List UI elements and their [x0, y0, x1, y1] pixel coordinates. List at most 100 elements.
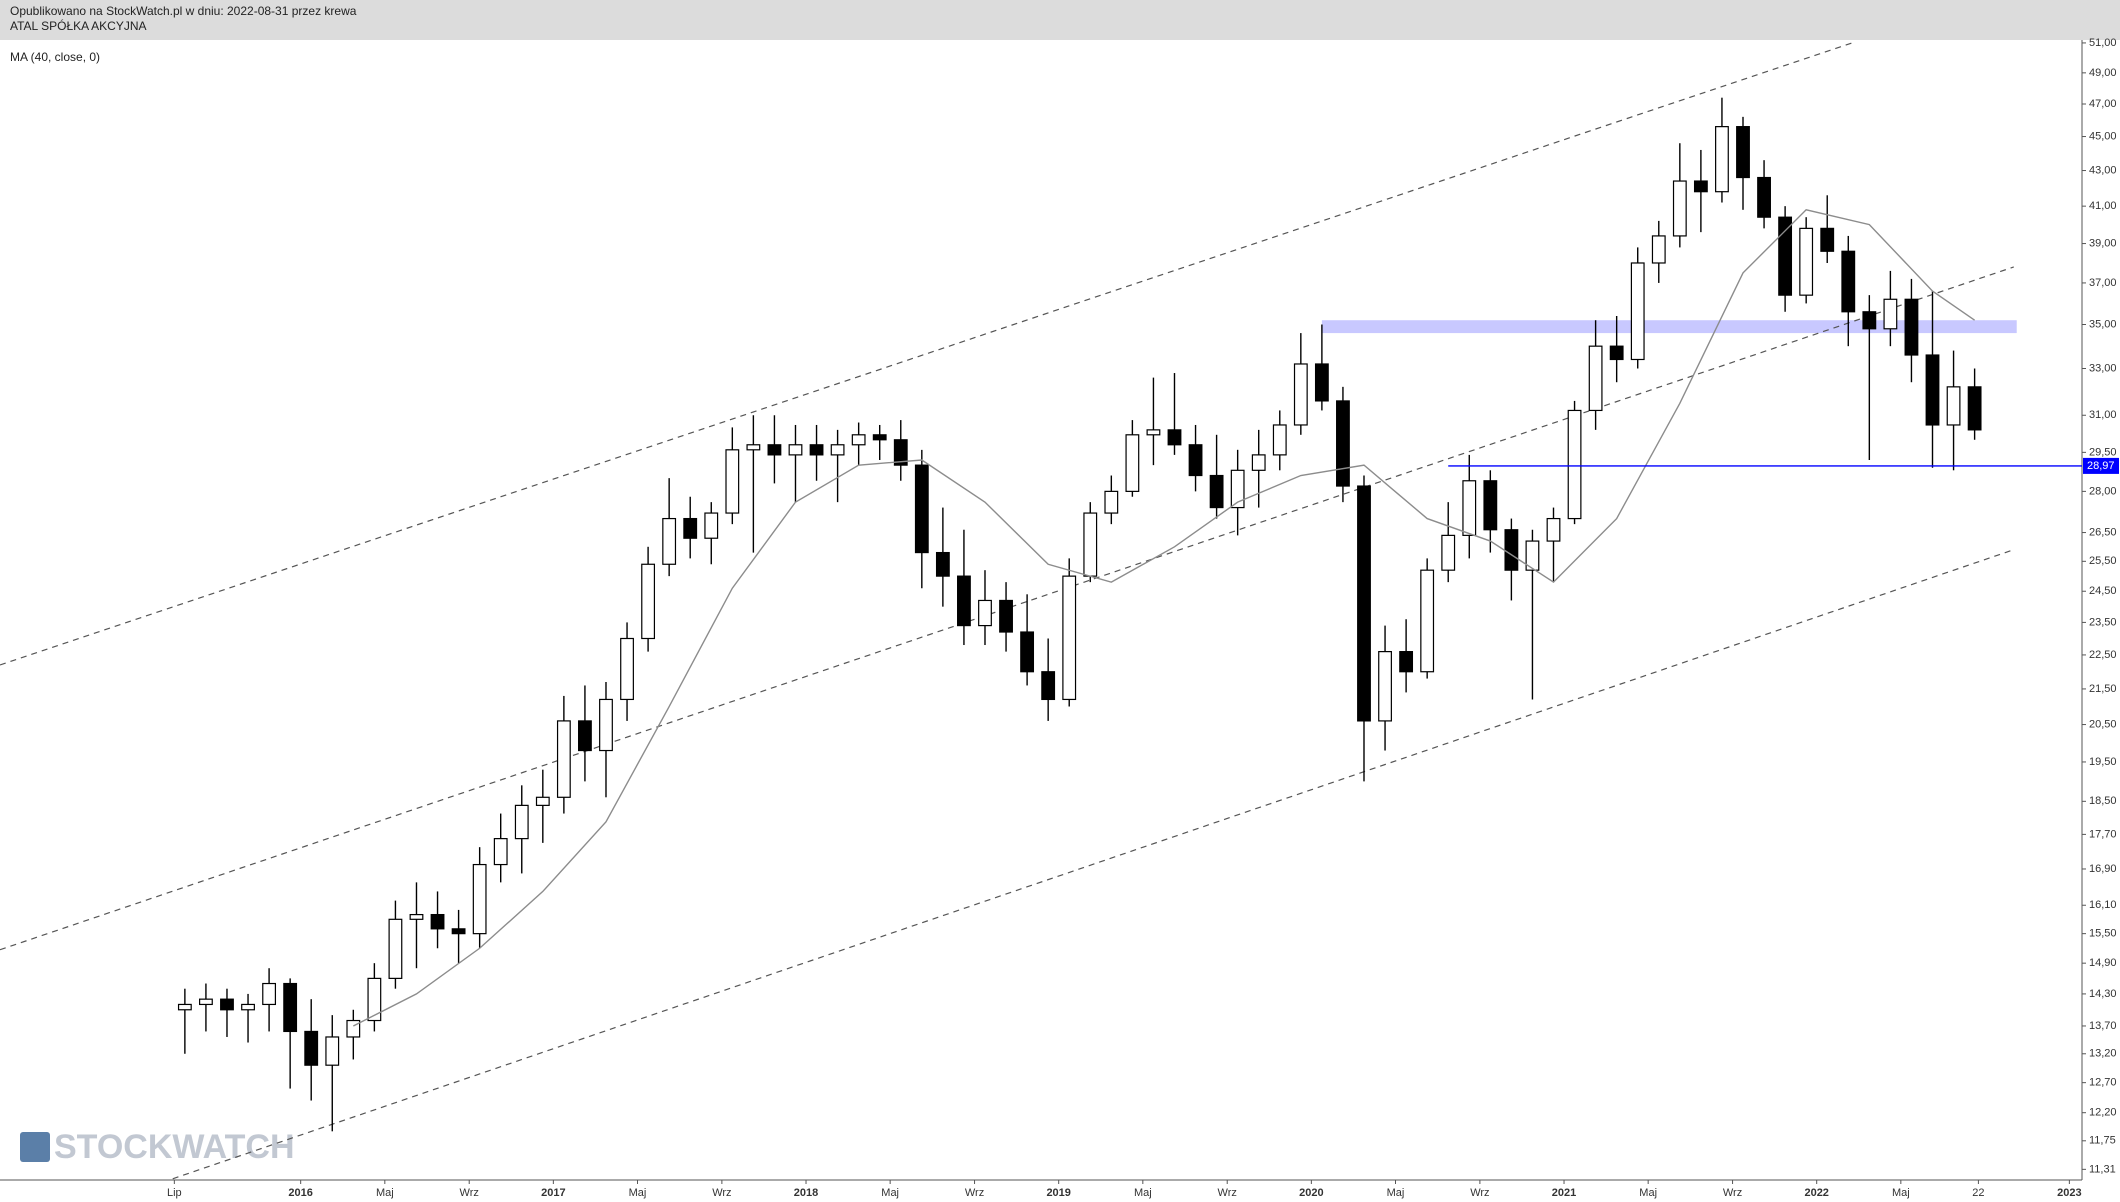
y-tick-label: 22,50 [2089, 649, 2117, 661]
y-tick-label: 11,31 [2089, 1163, 2116, 1175]
candle-body [1441, 534, 1456, 571]
y-tick-label: 16,90 [2089, 863, 2117, 875]
candle-body [599, 698, 613, 752]
x-tick-label: Maj [1639, 1187, 1657, 1199]
header-published: Opublikowano na StockWatch.pl w dniu: 20… [10, 4, 357, 18]
candle-body [1146, 429, 1161, 436]
y-tick-label: 26,50 [2089, 526, 2117, 538]
candle-body [662, 517, 677, 565]
indicator-label: MA (40, close, 0) [10, 50, 100, 64]
candle-body [1715, 126, 1729, 193]
x-tick-label: Wrz [1470, 1187, 1489, 1199]
candle-body [999, 599, 1013, 633]
x-tick-label: 2017 [541, 1187, 565, 1199]
x-tick-label: 2019 [1046, 1187, 1070, 1199]
candle-body [1799, 227, 1814, 296]
candle-body [1230, 469, 1245, 509]
candle-body [1567, 409, 1582, 520]
x-tick-label: 2022 [1804, 1187, 1828, 1199]
x-tick-label: 2018 [794, 1187, 818, 1199]
candle-body [1651, 235, 1666, 264]
x-tick-label: Wrz [460, 1187, 479, 1199]
y-tick-label: 35,00 [2089, 318, 2117, 330]
x-tick-label: Maj [881, 1187, 899, 1199]
x-tick-label: 2021 [1552, 1187, 1576, 1199]
x-tick-label: Lip [167, 1187, 182, 1199]
y-tick-label: 39,00 [2089, 237, 2117, 249]
candle-body [1020, 631, 1035, 673]
candle-body [893, 439, 908, 466]
y-tick-label: 24,50 [2089, 585, 2117, 597]
y-tick-label: 47,00 [2089, 98, 2117, 110]
candle-body [746, 444, 761, 451]
candle-body [304, 1030, 319, 1066]
candle-body [262, 982, 277, 1006]
y-tick-label: 37,00 [2089, 277, 2117, 289]
y-tick-label: 51,00 [2089, 37, 2117, 49]
y-tick-label: 31,00 [2089, 409, 2117, 421]
x-tick-label: Maj [629, 1187, 647, 1199]
candle-body [1925, 354, 1940, 426]
x-tick-label: Maj [1134, 1187, 1152, 1199]
candle-body [683, 517, 698, 539]
resistance-zone [1321, 320, 2017, 334]
y-tick-label: 12,20 [2089, 1107, 2117, 1119]
candle-body [1083, 512, 1098, 577]
candle-body [1904, 298, 1919, 356]
candle-body [1336, 400, 1350, 487]
candle-body [493, 838, 508, 866]
x-tick-label: Maj [1387, 1187, 1405, 1199]
y-tick-label: 20,50 [2089, 718, 2117, 730]
candle-body [1272, 424, 1287, 456]
moving-average [353, 209, 1976, 1027]
x-tick-label: Wrz [965, 1187, 984, 1199]
candle-body [1041, 671, 1056, 701]
y-tick-label: 12,70 [2089, 1077, 2117, 1089]
candle-body [409, 913, 424, 920]
candle-body [788, 444, 803, 456]
candle-body [1104, 490, 1119, 514]
candle-body [1293, 363, 1308, 426]
header-instrument: ATAL SPÓŁKA AKCYJNA [10, 18, 147, 33]
candle-body [1125, 434, 1140, 492]
candle-body [1483, 480, 1498, 531]
candle-body [1757, 176, 1771, 218]
channel-line [0, 266, 2014, 951]
candle-body [1251, 454, 1266, 471]
candle-body [1841, 250, 1856, 313]
y-tick-label: 25,50 [2089, 555, 2117, 567]
y-tick-label: 13,20 [2089, 1048, 2117, 1060]
candle-body [325, 1036, 340, 1066]
candle-body [283, 982, 298, 1033]
header-bar [0, 0, 2120, 40]
candle-body [220, 998, 234, 1011]
watermark-icon [20, 1132, 50, 1162]
candle-body [1546, 517, 1561, 542]
y-tick-label: 18,50 [2089, 795, 2117, 807]
candle-body [451, 928, 466, 935]
candle-body [1946, 386, 1961, 426]
candle-body [1357, 485, 1371, 722]
candle-body [578, 720, 592, 752]
candle-body [1630, 262, 1645, 361]
candle-body [1967, 386, 1982, 431]
x-tick-label: Maj [376, 1187, 394, 1199]
price-label: 28,97 [2087, 460, 2115, 472]
candle-body [388, 918, 403, 979]
y-tick-label: 13,70 [2089, 1020, 2117, 1032]
candle-body [1378, 651, 1392, 722]
candle-body [472, 863, 487, 935]
x-tick-label: 2023 [2057, 1187, 2081, 1199]
candle-body [177, 1003, 192, 1011]
candle-body [1609, 345, 1624, 361]
channel-line [167, 549, 2014, 1180]
y-tick-label: 33,00 [2089, 362, 2117, 374]
candle-body [809, 444, 824, 456]
x-tick-label: Wrz [712, 1187, 731, 1199]
candle-body [1504, 529, 1519, 571]
price-label-box [2083, 457, 2119, 474]
candle-body [1672, 180, 1687, 237]
y-tick-label: 14,30 [2089, 988, 2117, 1000]
